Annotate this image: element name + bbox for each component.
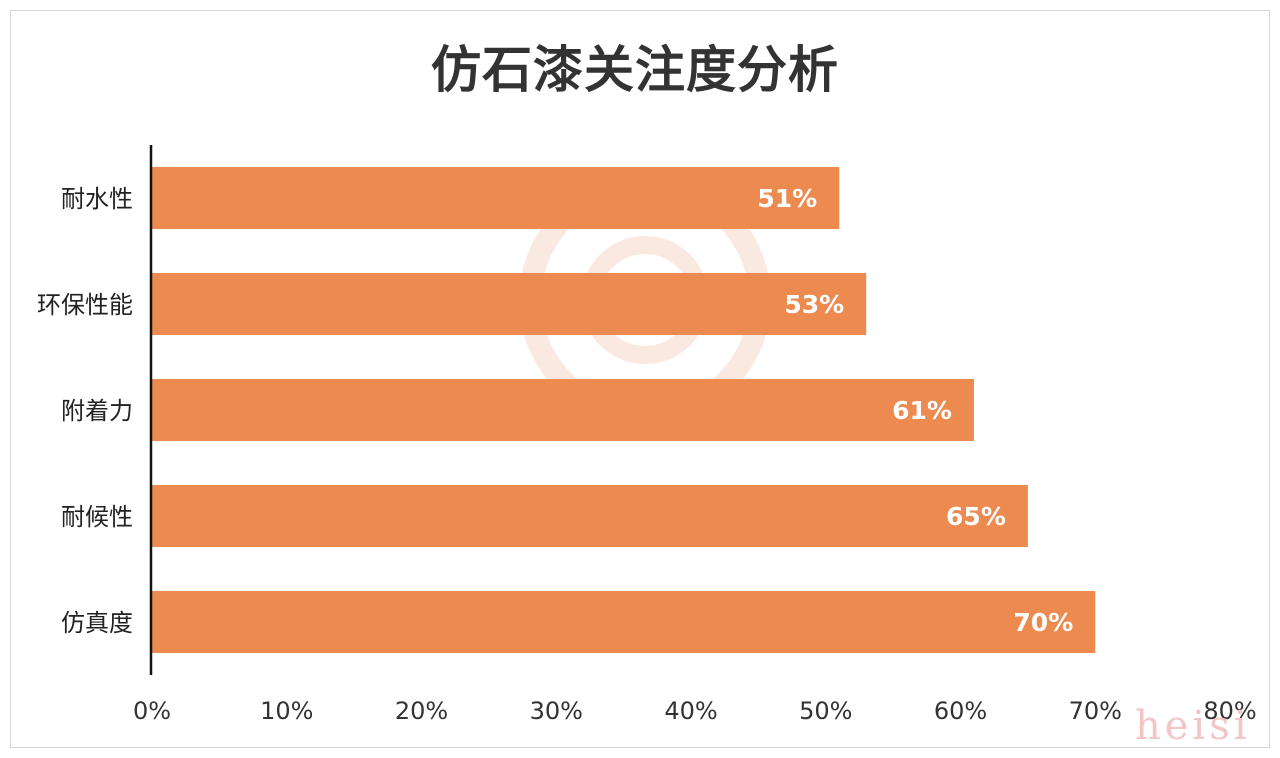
bar-value-label-1: 51% [757, 184, 817, 213]
bar-4 [152, 485, 1028, 547]
category-label-1: 耐水性 [61, 185, 133, 213]
x-tick-label-8: 70% [1069, 697, 1122, 725]
category-label-5: 仿真度 [61, 609, 133, 637]
x-tick-label-1: 0% [133, 697, 171, 725]
x-tick-label-3: 20% [395, 697, 448, 725]
category-label-4: 耐候性 [61, 503, 133, 531]
x-tick-label-4: 30% [530, 697, 583, 725]
x-tick-label-2: 10% [260, 697, 313, 725]
watermark-text: heisi [1135, 703, 1251, 749]
category-label-3: 附着力 [61, 397, 133, 425]
bar-2 [152, 273, 867, 335]
bar-5 [152, 591, 1096, 653]
bar-value-label-2: 53% [784, 290, 844, 319]
x-tick-label-6: 50% [799, 697, 852, 725]
bar-1 [152, 167, 840, 229]
bar-value-label-3: 61% [892, 396, 952, 425]
bar-3 [152, 379, 974, 441]
category-label-2: 环保性能 [37, 291, 133, 319]
bar-value-label-5: 70% [1013, 608, 1073, 637]
x-tick-label-9: 80% [1203, 697, 1256, 725]
bar-value-label-4: 65% [946, 502, 1006, 531]
x-tick-label-7: 60% [934, 697, 987, 725]
chart-title: 仿石漆关注度分析 [431, 41, 839, 99]
x-tick-label-5: 40% [664, 697, 717, 725]
